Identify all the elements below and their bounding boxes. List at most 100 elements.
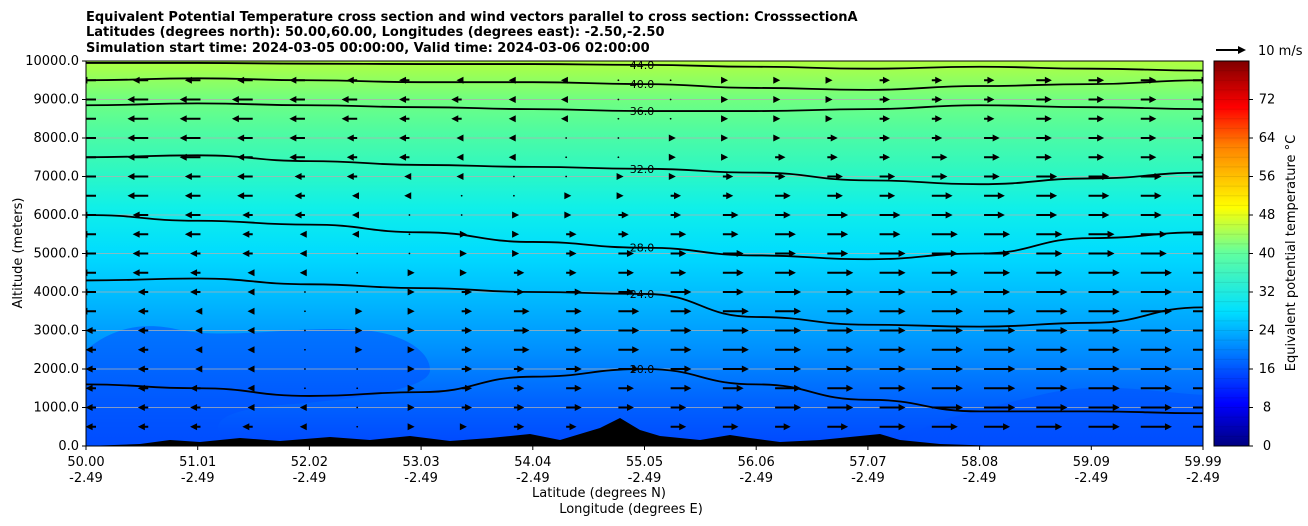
wind-vector-head bbox=[247, 288, 255, 296]
wind-vector bbox=[566, 346, 582, 354]
wind-vector bbox=[879, 327, 906, 334]
wind-vector-head bbox=[184, 211, 192, 219]
wind-vector bbox=[341, 115, 358, 123]
wind-vector bbox=[299, 250, 307, 257]
wind-vector-head bbox=[882, 134, 890, 142]
colorbar-label: Equivalent potential temperature °C bbox=[1284, 135, 1299, 371]
wind-vector bbox=[1088, 76, 1105, 84]
wind-vector-head bbox=[898, 384, 906, 392]
wind-vector-head bbox=[574, 327, 582, 334]
wind-vector-head bbox=[956, 404, 964, 411]
wind-vector bbox=[879, 96, 890, 103]
wind-vector-head bbox=[522, 307, 530, 315]
wind-vector-head bbox=[945, 192, 953, 200]
x-tick-label-lon: -2.49 bbox=[293, 471, 327, 486]
wind-vector-head bbox=[86, 346, 93, 354]
wind-vector bbox=[931, 365, 964, 373]
wind-vector bbox=[775, 153, 786, 161]
wind-vector-head bbox=[184, 192, 192, 200]
wind-vector bbox=[513, 307, 530, 315]
wind-vector-head bbox=[86, 423, 93, 431]
wind-vector bbox=[670, 230, 687, 238]
wind-vector bbox=[773, 134, 781, 142]
wind-vector-head bbox=[289, 115, 297, 123]
wind-vector-head bbox=[508, 153, 516, 161]
wind-vector-head bbox=[190, 288, 198, 296]
wind-vector-head bbox=[399, 76, 407, 84]
wind-vector bbox=[984, 230, 1011, 238]
wind-vector-head bbox=[127, 192, 135, 200]
wind-vector bbox=[1193, 368, 1203, 370]
wind-vector-head bbox=[184, 76, 192, 84]
wind-vector bbox=[289, 115, 305, 123]
wind-vector bbox=[132, 211, 149, 219]
wind-vector bbox=[407, 346, 415, 354]
wind-vector bbox=[1140, 134, 1157, 142]
wind-vector-head bbox=[626, 404, 634, 411]
wind-vector-head bbox=[1055, 423, 1063, 431]
contour-line bbox=[86, 102, 1203, 112]
wind-vector bbox=[299, 423, 307, 431]
wind-vector bbox=[566, 327, 582, 334]
wind-vector-head bbox=[987, 76, 995, 84]
wind-vector-head bbox=[465, 346, 473, 354]
contour-label: 20.0 bbox=[630, 363, 655, 376]
wind-vector bbox=[1036, 384, 1068, 392]
wind-vector bbox=[190, 288, 201, 296]
wind-vector bbox=[190, 250, 201, 257]
x-tick-label-lat: 57.07 bbox=[849, 455, 886, 470]
wind-vector-head bbox=[346, 76, 354, 84]
wind-vector-head bbox=[898, 346, 906, 354]
wind-vector-head bbox=[888, 192, 896, 200]
wind-vector bbox=[1088, 365, 1120, 373]
wind-vector bbox=[513, 423, 525, 431]
colorbar: 0 8 16 24 32 40 48 56 64 72 Equivalent potential … bbox=[1213, 60, 1299, 454]
wind-vector bbox=[775, 384, 802, 392]
wind-vector bbox=[879, 288, 906, 296]
x-tick-label-lat: 59.09 bbox=[1073, 455, 1110, 470]
wind-vector bbox=[775, 404, 802, 411]
wind-vector bbox=[346, 134, 358, 142]
wind-vector bbox=[460, 194, 463, 197]
wind-vector bbox=[237, 134, 253, 142]
wind-vector bbox=[1088, 384, 1120, 392]
wind-vector bbox=[775, 423, 791, 431]
wind-vector bbox=[775, 346, 802, 354]
wind-vector-head bbox=[668, 153, 676, 161]
wind-vector bbox=[616, 192, 624, 200]
wind-vector-head bbox=[247, 365, 255, 373]
wind-vector-head bbox=[1050, 173, 1058, 180]
wind-vector bbox=[184, 173, 201, 180]
wind-vector-head bbox=[127, 153, 135, 161]
wind-vector-head bbox=[940, 173, 948, 180]
wind-vector bbox=[827, 134, 838, 142]
wind-vector bbox=[721, 76, 729, 84]
wind-vector bbox=[242, 250, 253, 257]
wind-vector bbox=[1193, 329, 1203, 332]
wind-vector bbox=[137, 307, 149, 315]
wind-vector-head bbox=[1003, 269, 1011, 277]
wind-vector-head bbox=[1044, 76, 1052, 84]
wind-vector bbox=[984, 327, 1016, 334]
wind-vector bbox=[132, 269, 149, 277]
wind-vector-head bbox=[1112, 307, 1120, 315]
wind-vector-head bbox=[294, 173, 302, 180]
wind-vector bbox=[879, 153, 890, 161]
wind-vector bbox=[294, 211, 305, 219]
x-tick-label-lon: -2.49 bbox=[1186, 471, 1220, 486]
wind-vector-head bbox=[237, 192, 245, 200]
wind-vector bbox=[617, 156, 620, 159]
wind-vector bbox=[879, 230, 901, 238]
wind-vector bbox=[304, 291, 306, 293]
wind-vector bbox=[1193, 175, 1203, 178]
wind-vector-head bbox=[75, 115, 82, 122]
wind-vector-head bbox=[731, 211, 739, 219]
wind-vector bbox=[355, 307, 363, 315]
wind-vector bbox=[565, 156, 568, 159]
wind-vector-head bbox=[1149, 115, 1157, 123]
contour-label: 32.0 bbox=[630, 163, 655, 176]
wind-vector-head bbox=[1044, 115, 1052, 123]
wind-vector-head bbox=[86, 384, 93, 392]
wind-vector-head bbox=[1055, 269, 1063, 277]
y-tick-label: 5000.0 bbox=[34, 247, 80, 262]
